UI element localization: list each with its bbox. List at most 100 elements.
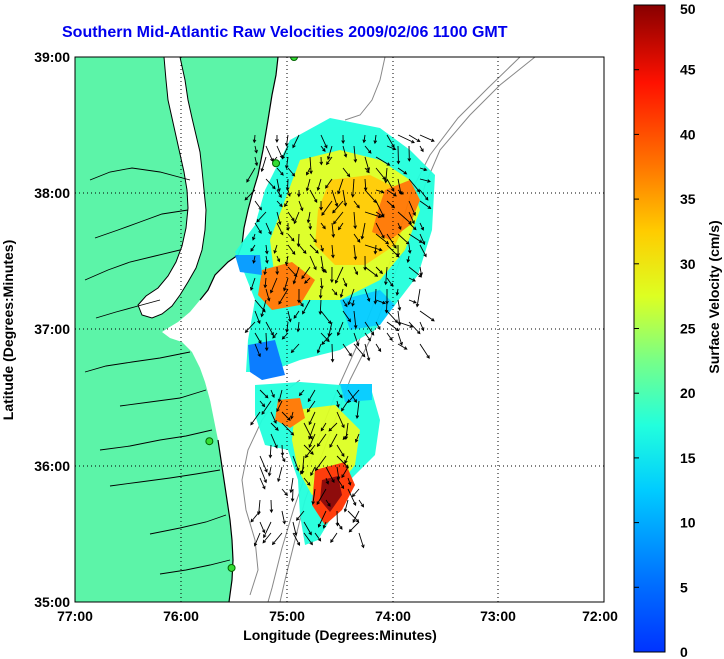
velocity-arrow <box>250 244 256 252</box>
velocity-arrow <box>303 444 314 455</box>
velocity-arrow <box>325 499 331 507</box>
colorbar-tick-label: 0 <box>680 644 688 659</box>
velocity-arrow <box>342 310 352 323</box>
velocity-arrow <box>364 288 371 303</box>
velocity-arrow <box>316 343 322 354</box>
velocity-arrow <box>307 389 316 403</box>
velocity-arrow <box>407 244 412 254</box>
velocity-arrow <box>354 433 360 443</box>
velocity-arrow <box>276 211 282 226</box>
velocity-arrow <box>309 156 313 175</box>
velocity-arrow <box>321 332 333 346</box>
velocity-arrow <box>292 455 300 472</box>
velocity-arrow <box>292 266 300 285</box>
velocity-arrow <box>373 134 378 145</box>
velocity-arrow <box>397 167 408 175</box>
velocity-arrow <box>270 389 275 399</box>
velocity-arrow <box>384 167 388 184</box>
velocity-arrow <box>330 266 334 284</box>
velocity-arrow <box>259 389 269 399</box>
velocity-arrow <box>309 244 319 254</box>
colorbar-label: Surface Velocity (cm/s) <box>706 220 722 373</box>
velocity-arrow <box>300 466 305 475</box>
x-axis-label: Longitude (Degrees:Minutes) <box>243 627 437 643</box>
velocity-arrow <box>397 233 410 245</box>
colorbar-tick-label: 10 <box>680 515 696 531</box>
colorbar-tick-label: 30 <box>680 256 696 272</box>
velocity-arrow <box>263 521 272 539</box>
velocity-arrow <box>386 321 400 332</box>
velocity-arrow <box>325 466 335 484</box>
velocity-arrow <box>270 277 278 294</box>
velocity-arrow <box>408 134 421 142</box>
velocity-arrow <box>397 134 415 144</box>
velocity-arrow <box>265 255 269 264</box>
velocity-arrow <box>339 288 344 298</box>
velocity-arrow <box>336 321 344 337</box>
velocity-arrow <box>292 134 300 149</box>
velocity-arrow <box>253 532 261 547</box>
velocity-arrow <box>298 299 304 307</box>
velocity-arrow <box>320 134 328 149</box>
velocity-arrow <box>419 222 424 231</box>
velocity-arrow <box>319 156 324 166</box>
x-tick-label: 73:00 <box>480 608 516 624</box>
velocity-arrow <box>397 332 403 346</box>
velocity-arrow <box>293 211 300 225</box>
velocity-arrow <box>341 466 349 479</box>
velocity-arrow <box>262 532 272 544</box>
velocity-arrow <box>303 532 313 546</box>
velocity-arrow <box>265 178 276 190</box>
velocity-arrow <box>290 343 300 354</box>
velocity-arrow <box>396 145 401 165</box>
velocity-arrow <box>353 145 358 163</box>
velocity-arrow <box>284 255 289 266</box>
velocity-arrow <box>386 200 396 209</box>
velocity-arrow <box>375 343 382 353</box>
velocity-arrow <box>278 288 289 305</box>
velocity-arrow <box>318 299 323 316</box>
velocity-arrow <box>318 288 323 299</box>
velocity-arrow <box>343 499 349 513</box>
velocity-arrow <box>280 444 285 457</box>
velocity-arrow <box>373 244 378 255</box>
velocity-arrow <box>342 299 348 308</box>
velocity-arrow <box>406 255 411 263</box>
colorbar-tick-label: 5 <box>680 579 688 595</box>
velocity-arrow <box>320 244 324 252</box>
velocity-arrow <box>259 466 267 484</box>
velocity-arrow <box>276 400 283 413</box>
velocity-arrow <box>360 222 366 240</box>
velocity-arrow <box>330 532 338 543</box>
velocity-arrow <box>276 178 281 193</box>
velocity-arrow <box>397 343 408 350</box>
velocity-arrow <box>328 422 338 432</box>
velocity-arrow <box>336 400 340 408</box>
velocity-arrow <box>408 222 417 231</box>
velocity-arrow <box>419 145 424 153</box>
velocity-arrow <box>281 145 289 160</box>
velocity-arrow <box>331 189 339 207</box>
velocity-arrow <box>353 343 366 358</box>
velocity-arrow <box>364 145 372 154</box>
velocity-arrow <box>325 477 330 485</box>
velocity-arrow <box>244 189 256 201</box>
velocity-arrow <box>364 332 371 342</box>
velocity-arrow <box>276 167 284 176</box>
velocity-arrow <box>275 134 279 143</box>
velocity-arrow <box>298 389 305 397</box>
x-tick-label: 75:00 <box>269 608 305 624</box>
velocity-arrow <box>276 222 284 236</box>
velocity-arrow <box>332 200 344 214</box>
station-marker <box>272 159 281 168</box>
velocity-arrow <box>375 189 385 194</box>
colorbar-gradient <box>633 4 666 653</box>
colorbar-tick-label: 50 <box>680 1 696 17</box>
velocity-arrow <box>327 145 333 161</box>
velocity-arrow <box>244 321 256 334</box>
velocity-arrow <box>397 299 402 311</box>
velocity-arrow <box>267 466 272 477</box>
velocity-arrow <box>319 200 323 211</box>
velocity-arrow <box>265 222 272 236</box>
